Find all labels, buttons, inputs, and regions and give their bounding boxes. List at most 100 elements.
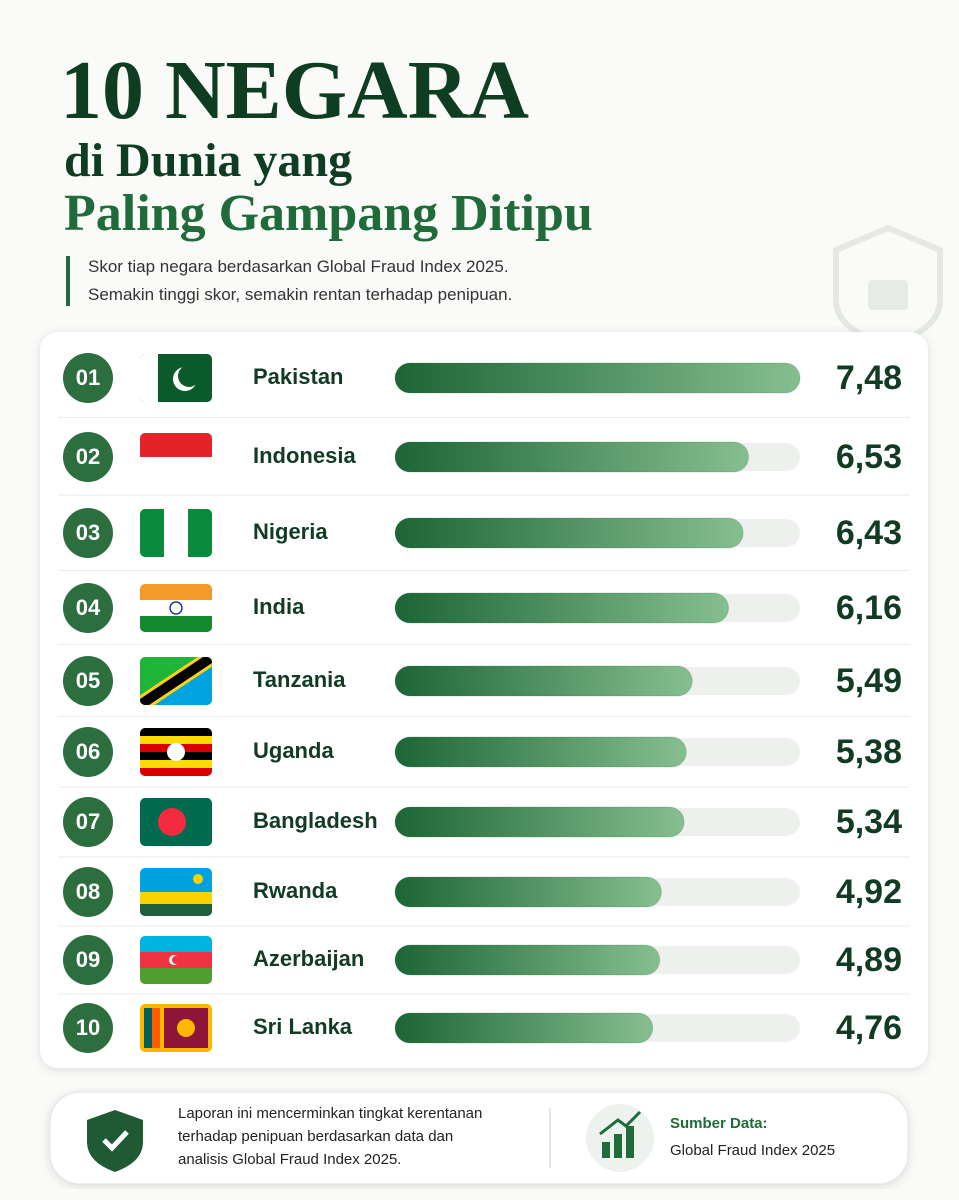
value-label: 4,92 — [836, 873, 902, 911]
note: terhadap penipuan berdasarkan data dan — [178, 1128, 453, 1145]
description: Skor tiap negara berdasarkan Global Frau… — [88, 257, 509, 276]
rank-badge — [63, 867, 113, 917]
flag-part — [193, 874, 203, 884]
footer-box — [49, 1091, 909, 1185]
flag-part — [158, 808, 186, 836]
flag — [140, 657, 212, 705]
flag-part — [178, 365, 200, 387]
value-label: 4,76 — [836, 1009, 902, 1047]
bar — [394, 876, 662, 908]
rank-badge — [63, 656, 113, 706]
flag-part — [164, 509, 188, 557]
flag — [140, 728, 212, 776]
flag-part — [140, 736, 212, 744]
note: Laporan ini mencerminkan tingkat kerenta… — [178, 1105, 482, 1122]
flag — [140, 509, 212, 557]
flag-part — [140, 657, 212, 705]
shield-icon — [87, 1110, 143, 1172]
value-label: 7,48 — [836, 359, 902, 397]
rank-badge — [63, 1003, 113, 1053]
value-label: 4,89 — [836, 941, 902, 979]
flag — [140, 584, 212, 632]
flag-part — [140, 968, 212, 984]
flag-part — [169, 601, 183, 615]
rank-badge — [63, 353, 113, 403]
bar — [394, 944, 661, 976]
rank: 07 — [76, 809, 100, 834]
source-label: Sumber Data: — [670, 1115, 768, 1132]
flag — [140, 354, 212, 402]
flag-part — [140, 433, 212, 457]
rank-badge — [63, 583, 113, 633]
value-label: 6,43 — [836, 514, 902, 552]
country-name: Indonesia — [253, 443, 356, 468]
chart-icon — [599, 1110, 642, 1158]
bar — [394, 362, 801, 394]
flag — [140, 1004, 212, 1052]
rank-badge — [63, 432, 113, 482]
flag-part — [140, 584, 212, 600]
country-name: Pakistan — [253, 364, 344, 389]
country-name: Tanzania — [253, 667, 346, 692]
country-name: Rwanda — [253, 878, 338, 903]
flag — [140, 936, 212, 984]
flag — [140, 868, 212, 916]
bar — [394, 592, 730, 624]
value-label: 5,38 — [836, 733, 902, 771]
value-label: 5,34 — [836, 803, 902, 841]
flag-part — [140, 768, 212, 776]
flag-part — [140, 354, 158, 402]
rank: 04 — [76, 595, 101, 620]
country-name: Azerbaijan — [253, 946, 364, 971]
note: analisis Global Fraud Index 2025. — [178, 1151, 401, 1168]
rank: 10 — [76, 1015, 100, 1040]
rank-badge — [63, 797, 113, 847]
check-icon — [102, 1130, 129, 1152]
flag-part — [140, 936, 212, 952]
title-line: di Dunia yang — [64, 134, 352, 187]
rank-badge — [63, 727, 113, 777]
bar — [394, 665, 693, 697]
rank: 03 — [76, 520, 100, 545]
accent-bar — [66, 256, 70, 306]
rank-badge — [63, 508, 113, 558]
rank: 09 — [76, 947, 100, 972]
description: Semakin tinggi skor, semakin rentan terh… — [88, 285, 512, 304]
country-name: Bangladesh — [253, 808, 378, 833]
value-label: 5,49 — [836, 662, 902, 700]
flag-part — [177, 1019, 195, 1037]
rank: 08 — [76, 879, 100, 904]
bar — [394, 441, 750, 473]
rank: 02 — [76, 444, 100, 469]
rows: 01 Pakistan 7,48 02 Indonesia 6,53 03 Nigeria 6,… — [58, 353, 910, 1053]
value-label: 6,16 — [836, 589, 902, 627]
flag-part — [144, 1008, 152, 1048]
title-line: Paling Gampang Ditipu — [64, 185, 593, 242]
flag — [140, 433, 212, 481]
rank-badge — [63, 935, 113, 985]
source: Global Fraud Index 2025 — [670, 1142, 835, 1159]
rank: 05 — [76, 668, 100, 693]
flag-part — [140, 616, 212, 632]
bar — [394, 1012, 654, 1044]
flag-part — [140, 728, 212, 736]
flag-part — [140, 904, 212, 916]
flag-part — [167, 743, 185, 761]
flag — [140, 798, 212, 846]
bar — [394, 517, 744, 549]
title-line: 10 NEGARA — [60, 44, 529, 137]
country-name: Uganda — [253, 738, 334, 763]
value-label: 6,53 — [836, 438, 902, 476]
country-name: India — [253, 594, 305, 619]
rank: 01 — [76, 365, 100, 390]
bar — [394, 806, 685, 838]
country-name: Nigeria — [253, 519, 328, 544]
rank: 06 — [76, 739, 100, 764]
bar — [394, 736, 687, 768]
flag-part — [152, 1008, 160, 1048]
flag-part — [140, 760, 212, 768]
flag-part — [172, 956, 180, 964]
flag-part — [140, 892, 212, 904]
country-name: Sri Lanka — [253, 1014, 353, 1039]
